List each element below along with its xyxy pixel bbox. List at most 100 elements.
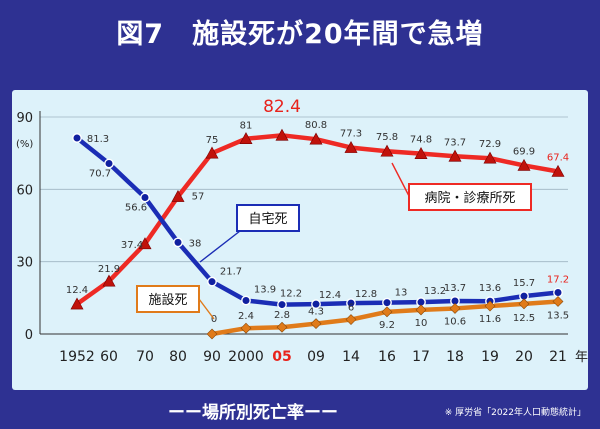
home-point: [104, 158, 114, 169]
hospital-point: [205, 146, 219, 159]
x-tick-label: 60: [100, 349, 118, 365]
facility-data-label: 2.8: [274, 310, 290, 321]
hospital-data-label: 12.4: [66, 285, 88, 296]
facility-data-label: 13.5: [547, 310, 569, 321]
label-layer: 12.4 21.9 37.4 57 75 81 80.8 77.3 75.8 74.8 73.7 72…: [66, 97, 569, 331]
home-point: [207, 276, 217, 287]
home-data-label: 70.7: [89, 169, 111, 180]
home-data-label: 13: [395, 288, 408, 299]
x-tick-label: 2000: [228, 349, 264, 365]
x-tick-label: 1952: [59, 349, 95, 365]
hospital-data-label: 80.8: [305, 120, 327, 131]
x-tick-label: 05: [272, 349, 291, 365]
facility-data-label: 6: [348, 303, 354, 314]
legend-connector-0: [391, 162, 410, 197]
home-data-label: 12.4: [319, 290, 341, 301]
x-tick-label: 19: [481, 349, 499, 365]
home-data-label: 56.6: [125, 203, 147, 214]
facility-point: [381, 306, 393, 318]
hospital-point: [309, 132, 323, 145]
facility-point: [484, 300, 496, 312]
hospital-point: [138, 237, 152, 250]
home-data-label: 38: [189, 238, 202, 249]
home-data-label: 13.7: [444, 283, 466, 294]
footer-caption: ーー場所別死亡率ーー: [168, 403, 338, 423]
y-tick-label: 30: [16, 256, 33, 271]
facility-data-label: 10: [415, 318, 428, 329]
facility-point: [552, 296, 564, 307]
hospital-data-label: 67.4: [547, 152, 569, 163]
y-tick-label: 0: [25, 328, 33, 343]
source-note: ※ 厚労省「2022年人口動態統計」: [444, 408, 586, 418]
home-data-label: 12.2: [280, 289, 302, 300]
plot-background: [12, 90, 588, 390]
hospital-point: [239, 132, 253, 144]
hospital-point: [414, 147, 428, 159]
hospital-data-label: 69.9: [513, 146, 535, 157]
hospital-point: [517, 158, 531, 171]
home-data-label: 81.3: [87, 134, 109, 145]
hospital-data-label: 37.4: [121, 240, 143, 251]
home-data-label: 13.9: [254, 284, 276, 295]
home-data-label: 15.7: [513, 278, 535, 289]
hospital-data-label: 57: [192, 192, 205, 203]
hospital-data-label: 73.7: [444, 137, 466, 148]
hospital-data-label: 75: [206, 135, 219, 146]
facility-point: [345, 314, 357, 325]
legend-box-2: [136, 285, 200, 313]
x-tick-label: 70: [136, 349, 154, 365]
facility-data-label: 2.4: [238, 311, 254, 322]
hospital-data-label: 21.9: [98, 264, 120, 275]
legend-connector-2: [198, 298, 215, 320]
hospital-point: [70, 297, 84, 310]
facility-point: [415, 304, 427, 316]
facility-point: [240, 322, 252, 334]
hospital-data-label: 77.3: [340, 129, 362, 140]
home-data-label: 12.8: [355, 289, 377, 300]
legend-label-0: 病院・診療所死: [424, 190, 515, 206]
home-point: [346, 298, 356, 309]
x-tick-label: 21: [549, 349, 567, 365]
facility-point: [310, 318, 322, 330]
hospital-point: [171, 189, 185, 202]
x-tick-label: 17: [412, 349, 430, 365]
home-data-label: 13.6: [479, 283, 501, 294]
hospital-point: [344, 140, 358, 153]
home-point: [382, 297, 392, 308]
facility-point: [276, 321, 288, 333]
y-tick-label: 60: [16, 183, 33, 198]
hospital-point: [380, 144, 394, 157]
x-tick-label: 16: [378, 349, 396, 365]
legend-label-2: 施設死: [148, 292, 187, 308]
home-point: [241, 295, 251, 306]
legend-box-0: [408, 183, 532, 211]
facility-data-label: 0: [211, 314, 217, 325]
x-tick-label: 14: [342, 349, 360, 365]
home-point: [173, 237, 183, 248]
hospital-point: [483, 151, 497, 164]
x-tick-label: 90: [203, 349, 221, 365]
facility-data-label: 10.6: [444, 316, 466, 327]
legend-connector-1: [199, 230, 241, 263]
hospital-point: [275, 128, 289, 141]
home-data-label: 21.7: [220, 267, 242, 278]
x-axis-unit: 年: [575, 350, 588, 365]
home-point: [72, 133, 82, 143]
legend-label-1: 自宅死: [248, 212, 287, 227]
hospital-data-label: 81: [240, 121, 253, 132]
home-point: [140, 192, 150, 203]
series-layer: [70, 128, 565, 340]
y-axis-label: (%): [16, 139, 33, 150]
x-tick-label: 20: [515, 349, 533, 365]
home-data-label: 13.2: [424, 286, 446, 297]
x-tick-label: 09: [307, 349, 325, 365]
hospital-point: [102, 274, 116, 287]
x-tick-label: 18: [446, 349, 464, 365]
facility-point: [206, 328, 218, 340]
facility-data-label: 9.2: [379, 320, 395, 331]
legend-box-1: [236, 204, 300, 232]
hospital-point: [551, 164, 565, 177]
